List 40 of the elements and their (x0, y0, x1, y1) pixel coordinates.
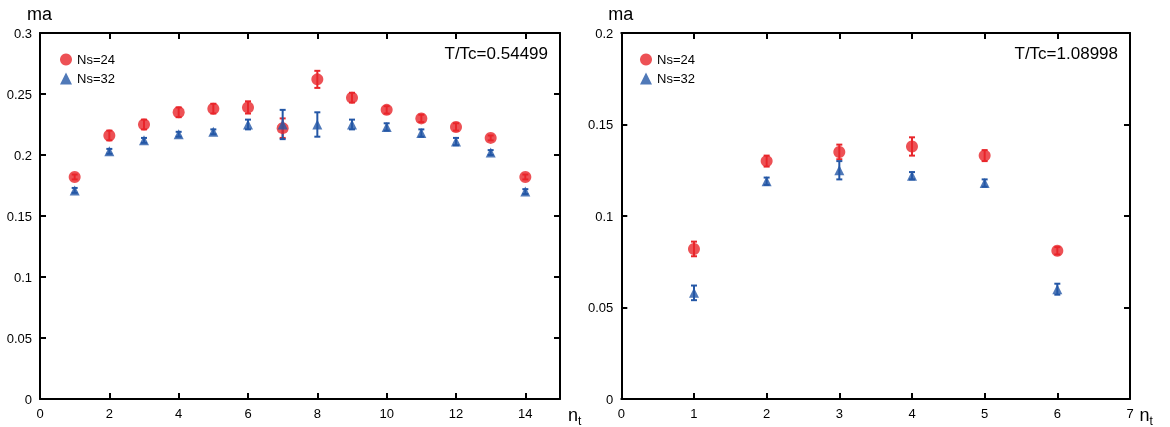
x-tick-label: 6 (1053, 406, 1061, 421)
x-tick-label: 2 (105, 406, 113, 421)
y-tick-label: 0.2 (13, 147, 32, 163)
x-tick-label: 10 (379, 406, 394, 421)
x-tick-label: 5 (981, 406, 989, 421)
x-tick-label: 12 (448, 406, 464, 421)
y-tick-label: 0 (606, 391, 614, 407)
point (834, 165, 845, 176)
x-tick-label: 4 (175, 406, 183, 421)
point (311, 73, 324, 86)
point (312, 119, 323, 130)
y-tick-label: 0.1 (595, 208, 614, 224)
x-tick-label: 7 (1126, 406, 1134, 421)
x-tick-label: 6 (244, 406, 252, 421)
x-tick-label: 0 (617, 406, 625, 421)
x-tick-label: 3 (835, 406, 843, 421)
legend-label: Ns=24 (657, 52, 695, 67)
y-axis-title: ma (608, 4, 635, 24)
y-tick-label: 0 (24, 391, 32, 407)
x-tick-label: 2 (763, 406, 771, 421)
x-tick-label: 14 (518, 406, 533, 421)
legend-label: Ns=32 (77, 71, 115, 86)
y-tick-label: 0.05 (587, 300, 614, 315)
y-axis-title: ma (26, 4, 53, 24)
x-tick-label: 0 (36, 406, 44, 421)
x-tick-label: 1 (690, 406, 698, 421)
y-tick-label: 0.15 (6, 208, 32, 224)
x-tick-label: 8 (313, 406, 321, 421)
annotation: T/Tc=1.08998 (1014, 44, 1119, 63)
y-tick-label: 0.1 (13, 269, 32, 285)
legend-label: Ns=24 (77, 52, 115, 67)
legend-label: Ns=32 (657, 71, 695, 86)
y-tick-label: 0.2 (595, 25, 614, 41)
y-tick-label: 0.05 (6, 330, 32, 346)
y-tick-label: 0.15 (587, 117, 614, 132)
annotation: T/Tc=0.54499 (444, 44, 549, 63)
y-tick-label: 0.3 (13, 25, 32, 41)
x-tick-label: 4 (908, 406, 916, 421)
point (906, 140, 918, 153)
y-tick-label: 0.25 (6, 86, 32, 102)
